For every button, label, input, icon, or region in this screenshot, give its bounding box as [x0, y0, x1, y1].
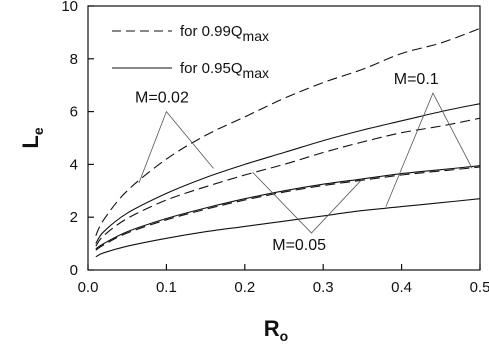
y-tick-label: 6: [70, 104, 78, 121]
annotation-label-m01: M=0.1: [394, 71, 439, 88]
y-axis-ticks: 0 2 4 6 8 10: [61, 0, 94, 279]
legend-label-solid: for 0.95Qmax: [180, 60, 269, 81]
x-tick-label: 0.2: [234, 279, 255, 296]
series-group: [95, 27, 481, 258]
annotation-pointer: [252, 172, 363, 234]
y-tick-label: 10: [61, 0, 78, 15]
x-axis-label: Ro: [264, 316, 288, 344]
legend-label-dashed: for 0.99Qmax: [180, 23, 269, 44]
annotation-label-m005: M=0.05: [272, 237, 326, 254]
x-axis-ticks: 0.0 0.1 0.2 0.3 0.4 0.5: [78, 264, 489, 296]
legend: for 0.99Qmax for 0.95Qmax: [112, 23, 269, 81]
y-tick-label: 0: [70, 262, 78, 279]
x-tick-label: 0.1: [156, 279, 177, 296]
y-tick-label: 8: [70, 51, 78, 68]
annotation-label-m002: M=0.02: [135, 89, 189, 106]
series-line-solid-m-0-02: [95, 103, 481, 244]
x-tick-label: 0.4: [391, 279, 412, 296]
y-tick-label: 4: [70, 156, 78, 173]
plot-frame: [87, 5, 481, 271]
series-line-dashed-m-0-1: [95, 166, 481, 251]
y-tick-label: 2: [70, 209, 78, 226]
annotation-pointer: [138, 110, 214, 184]
x-tick-label: 0.3: [313, 279, 334, 296]
x-tick-label: 0.0: [78, 279, 99, 296]
series-line-solid-m-0-05: [95, 165, 481, 250]
series-line-dashed-m-0-02: [95, 27, 481, 236]
annotation-pointers: [138, 92, 473, 234]
series-line-dashed-m-0-05: [95, 117, 481, 247]
x-tick-label: 0.5: [470, 279, 489, 296]
series-line-solid-m-0-1: [95, 198, 481, 258]
y-axis-label: Le: [18, 127, 46, 148]
annotation-pointer: [385, 92, 473, 207]
